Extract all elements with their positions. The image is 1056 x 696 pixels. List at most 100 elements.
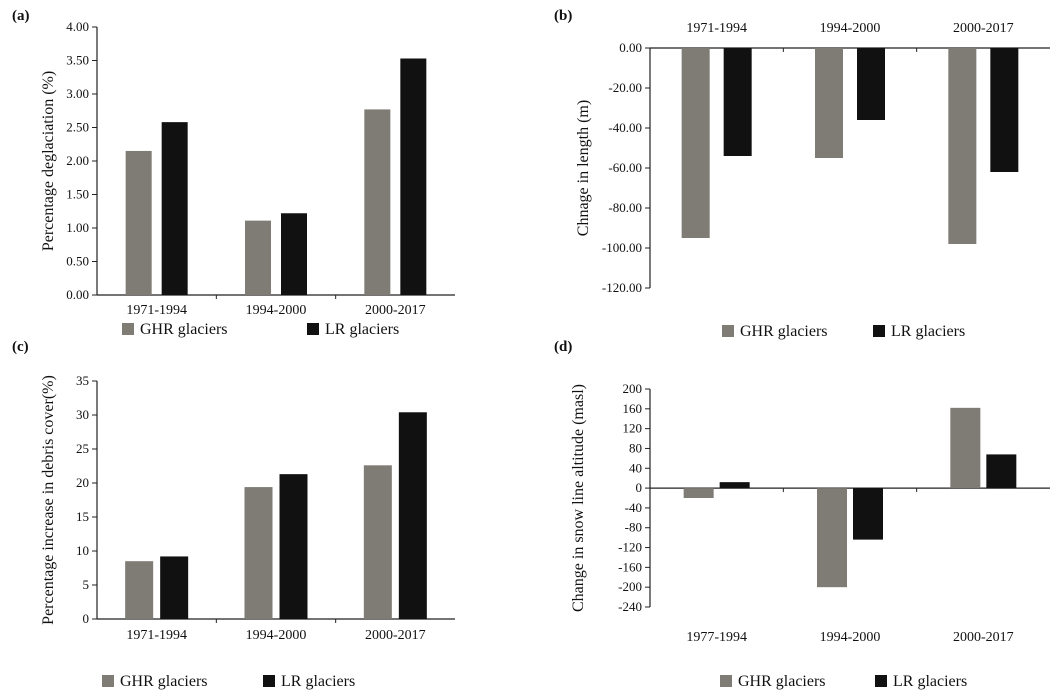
bar-lr (990, 48, 1019, 172)
panel-label: (a) (12, 8, 30, 24)
legend-swatch-lr (875, 675, 887, 687)
y-tick-label: 5 (83, 577, 90, 592)
y-tick-label: 2.50 (66, 120, 89, 135)
y-tick-label: 30 (76, 407, 89, 422)
y-tick-label: 2.00 (66, 153, 89, 168)
y-axis-title: Percentage increase in debris cover(%) (40, 375, 57, 625)
y-tick-label: 15 (76, 509, 89, 524)
y-tick-label: -40.00 (608, 120, 642, 135)
y-tick-label: 40 (629, 460, 642, 475)
y-tick-label: 0.00 (66, 287, 89, 302)
category-label: 1977-1994 (686, 630, 747, 645)
legend-swatch-lr (263, 675, 275, 687)
bar-lr (857, 48, 885, 120)
y-tick-label: 3.50 (66, 53, 89, 68)
y-tick-label: -240 (618, 599, 642, 614)
category-label: 1994-2000 (246, 303, 307, 318)
panel-b-change-in-length: (b) 0.00 -20.00 -40.00 -60.00 -80.00 -100.00 -1… (554, 8, 1050, 340)
y-tick-label: -80.00 (608, 200, 642, 215)
bar-ghr (817, 488, 847, 588)
bar-ghr (125, 150, 152, 295)
legend-label-ghr: GHR glaciers (738, 673, 826, 690)
legend-swatch-ghr (720, 675, 732, 687)
y-tick-label: 35 (76, 373, 89, 388)
bar-ghr (244, 487, 273, 619)
panel-d-snow-line-altitude: (d) 200 160 120 80 40 0 -40 -80 -120 -160 -200 -240 C… (554, 339, 1050, 690)
category-label: 1994-2000 (820, 21, 881, 36)
y-tick-label: 1.00 (66, 220, 89, 235)
y-tick-label: 4.00 (66, 19, 89, 34)
panel-a-percentage-deglaciation: (a) 0.00 0.50 1.00 1.50 2.00 2.50 3.00 3.50 4.00 P… (12, 8, 455, 338)
bar-ghr (681, 48, 710, 238)
bar-lr (281, 213, 307, 295)
y-tick-label: -80 (625, 520, 642, 535)
legend-swatch-ghr (122, 323, 134, 335)
y-axis-title: Chnage in length (m) (575, 100, 592, 236)
category-label: 2000-2017 (953, 630, 1014, 645)
bar-lr (398, 412, 427, 619)
bar-ghr (125, 561, 154, 619)
y-tick-label: -40 (625, 500, 642, 515)
panel-label: (c) (12, 339, 29, 355)
bar-ghr (948, 48, 977, 244)
bar-lr (986, 454, 1017, 489)
y-tick-label: -160 (618, 559, 642, 574)
y-tick-label: 0.50 (66, 254, 89, 269)
y-tick-label: 3.00 (66, 86, 89, 101)
legend-swatch-ghr (722, 325, 734, 337)
bar-lr (719, 482, 750, 489)
category-label: 1971-1994 (126, 303, 187, 318)
legend-label-lr: LR glaciers (893, 673, 967, 690)
y-axis-title: Change in snow line altitude (masl) (570, 384, 587, 612)
y-tick-label: -120.00 (602, 280, 642, 295)
legend-label-lr: LR glaciers (281, 673, 355, 690)
y-axis-title: Percentage deglaciation (%) (40, 71, 57, 251)
bar-lr (853, 488, 883, 540)
y-tick-label: 160 (623, 401, 643, 416)
legend-swatch-lr (873, 325, 885, 337)
bar-lr (723, 48, 752, 156)
panel-label: (b) (554, 8, 572, 24)
y-tick-label: -20.00 (608, 80, 642, 95)
y-tick-label: 120 (623, 421, 643, 436)
bar-lr (161, 122, 188, 295)
y-tick-label: 80 (629, 440, 642, 455)
legend-label-ghr: GHR glaciers (740, 323, 828, 340)
category-label: 1994-2000 (246, 628, 307, 643)
y-tick-label: -200 (618, 579, 642, 594)
y-tick-label: 0 (83, 611, 90, 626)
bar-lr (160, 556, 189, 619)
legend-label-lr: LR glaciers (891, 323, 965, 340)
category-label: 2000-2017 (953, 21, 1014, 36)
y-tick-label: -60.00 (608, 160, 642, 175)
y-tick-label: -120 (618, 540, 642, 555)
y-tick-label: 0.00 (619, 40, 642, 55)
bar-ghr (364, 109, 391, 295)
panel-label: (d) (554, 339, 572, 355)
bar-lr (279, 474, 308, 619)
bar-ghr (950, 407, 981, 489)
y-tick-label: 200 (623, 381, 643, 396)
bar-lr (400, 58, 427, 295)
y-tick-label: 0 (636, 480, 643, 495)
category-label: 2000-2017 (365, 303, 426, 318)
legend-swatch-ghr (102, 675, 114, 687)
legend-label-lr: LR glaciers (325, 321, 399, 338)
category-label: 1971-1994 (686, 21, 747, 36)
bar-ghr (245, 220, 271, 295)
panel-c-debris-cover-increase: (c) 0 5 10 15 20 25 30 35 Percentage increase in … (12, 339, 455, 690)
y-tick-label: 1.50 (66, 187, 89, 202)
bar-ghr (815, 48, 843, 158)
y-tick-label: 10 (76, 543, 89, 558)
y-tick-label: 25 (76, 441, 89, 456)
category-label: 2000-2017 (365, 628, 426, 643)
bar-ghr (363, 465, 392, 619)
y-tick-label: 20 (76, 475, 89, 490)
legend-swatch-lr (307, 323, 319, 335)
category-label: 1994-2000 (820, 630, 881, 645)
bar-ghr (683, 488, 714, 498)
category-label: 1971-1994 (126, 628, 187, 643)
y-tick-label: -100.00 (602, 240, 642, 255)
legend-label-ghr: GHR glaciers (120, 673, 208, 690)
